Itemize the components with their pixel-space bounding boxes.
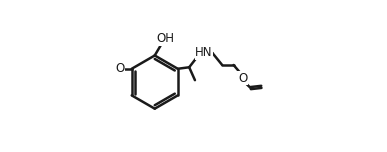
Text: O: O <box>238 72 247 85</box>
Text: O: O <box>115 62 124 75</box>
Text: HN: HN <box>195 46 213 59</box>
Text: OH: OH <box>156 32 174 45</box>
